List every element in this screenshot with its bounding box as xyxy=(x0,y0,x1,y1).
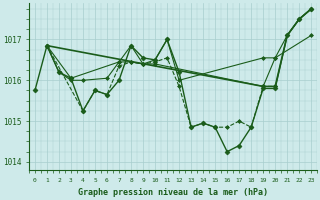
X-axis label: Graphe pression niveau de la mer (hPa): Graphe pression niveau de la mer (hPa) xyxy=(78,188,268,197)
